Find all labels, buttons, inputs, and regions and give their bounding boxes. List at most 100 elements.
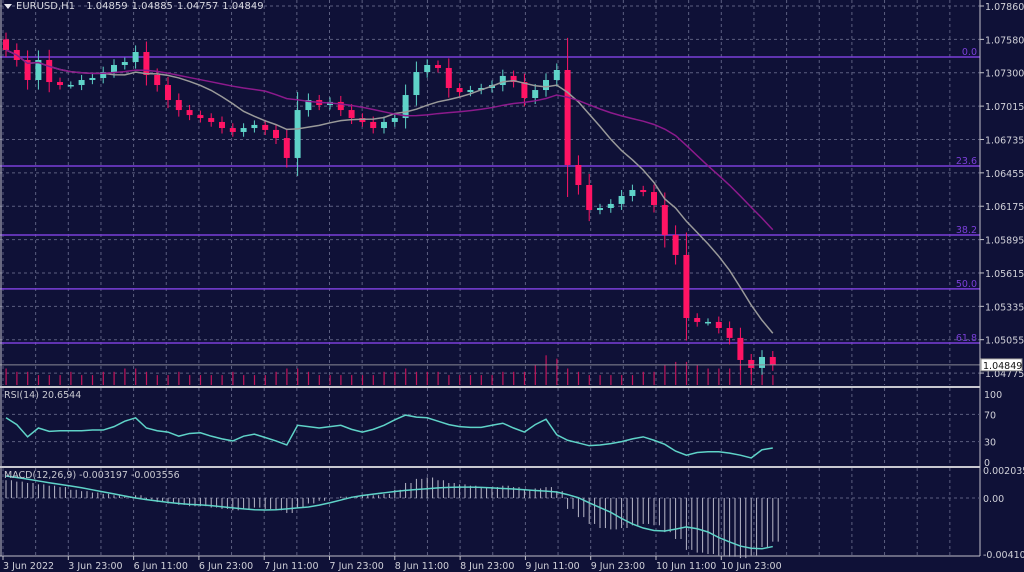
fib-level-label: 0.0 xyxy=(962,47,977,58)
volume-bar xyxy=(102,371,104,385)
candle-bearish xyxy=(683,254,690,319)
candle-bearish xyxy=(3,39,9,50)
volume-bar xyxy=(567,368,569,385)
volume-bar xyxy=(513,371,515,385)
rsi-axis-label: 100 xyxy=(984,390,1002,401)
volume-bar xyxy=(761,371,763,385)
ohlc-high: 1.04885 xyxy=(131,1,173,12)
candle-bearish xyxy=(726,328,733,338)
candle-bearish xyxy=(769,356,776,365)
candle-bearish xyxy=(219,121,225,129)
candle-bullish xyxy=(132,52,139,63)
candle-bearish xyxy=(370,121,377,129)
volume-bar xyxy=(145,371,148,385)
chart-header: EURUSD,H1 1.04859 1.04885 1.04757 1.0484… xyxy=(4,1,264,12)
price-axis-label: 1.05055 xyxy=(985,336,1024,347)
candle-bearish xyxy=(510,75,517,83)
candle-bearish xyxy=(197,115,204,119)
candle-bearish xyxy=(456,87,463,93)
volume-bar xyxy=(48,375,50,385)
candle-bearish xyxy=(186,110,193,116)
fib-level-label: 50.0 xyxy=(956,279,977,290)
fib-level-label: 61.8 xyxy=(956,333,977,344)
volume-bar xyxy=(318,375,320,385)
volume-bar xyxy=(437,371,439,385)
volume-bar xyxy=(642,371,644,385)
volume-bar xyxy=(653,371,655,385)
volume-bar xyxy=(37,375,40,385)
volume-bar xyxy=(275,371,277,385)
volume-bar xyxy=(167,375,169,385)
candle-bullish xyxy=(597,208,603,211)
candle-bullish xyxy=(424,64,431,73)
time-axis-label: 8 Jun 11:00 xyxy=(395,561,449,572)
time-axis-label: 9 Jun 23:00 xyxy=(591,561,645,572)
volume-bar xyxy=(394,371,396,385)
candle-bullish xyxy=(381,121,387,129)
panel-separator xyxy=(0,386,980,388)
candle-bullish xyxy=(759,356,765,368)
rsi-line xyxy=(5,414,773,459)
candle-bullish xyxy=(618,195,625,204)
volume-bar xyxy=(27,371,29,385)
candle-bullish xyxy=(532,90,539,99)
candle-bearish xyxy=(273,129,279,139)
volume-bar xyxy=(113,371,115,385)
candle-bullish xyxy=(251,124,258,129)
candle-bullish xyxy=(629,190,636,196)
volume-bar xyxy=(210,375,212,385)
triangle-down-icon[interactable] xyxy=(4,4,12,9)
volume-bar xyxy=(577,371,580,385)
fib-level-label: 23.6 xyxy=(956,156,977,167)
current-price-box xyxy=(980,358,1023,372)
candle-bullish xyxy=(607,203,614,209)
price-axis-label: 1.06735 xyxy=(985,135,1024,146)
time-axis-label: 8 Jun 23:00 xyxy=(460,561,514,572)
candle-bearish xyxy=(435,64,441,68)
rsi-axis-label: 30 xyxy=(984,438,996,449)
time-axis-label: 10 Jun 11:00 xyxy=(656,561,716,572)
volume-bar xyxy=(286,368,288,385)
candle-bearish xyxy=(715,321,722,329)
macd-axis-label: -0.004101 xyxy=(983,550,1024,561)
volume-bar xyxy=(469,375,472,385)
candle-bearish xyxy=(672,234,679,255)
volume-bar xyxy=(718,368,720,385)
price-axis-label: 1.07015 xyxy=(985,102,1024,113)
volume-bar xyxy=(221,375,223,385)
price-axis-label: 1.05895 xyxy=(985,236,1024,247)
volume-bar xyxy=(772,375,774,385)
candle-bearish xyxy=(661,205,668,235)
moving-average-line xyxy=(5,49,774,231)
volume-bar xyxy=(707,368,709,385)
price-axis-label: 1.07580 xyxy=(985,35,1024,46)
time-axis-label: 6 Jun 23:00 xyxy=(199,561,253,572)
candle-bullish xyxy=(35,59,42,81)
volume-bar xyxy=(189,375,191,385)
volume-bar xyxy=(135,368,137,385)
candle-bullish xyxy=(391,118,398,122)
candle-bearish xyxy=(564,69,571,165)
volume-bar xyxy=(5,368,7,385)
price-axis-label: 1.05335 xyxy=(985,302,1024,313)
rsi-axis-label: 70 xyxy=(984,410,996,421)
volume-bar xyxy=(178,371,180,385)
volume-bar xyxy=(459,375,461,385)
candle-bearish xyxy=(46,59,53,83)
symbol-label: EURUSD,H1 xyxy=(16,1,76,12)
volume-bar xyxy=(351,375,353,385)
candle-bearish xyxy=(154,75,161,86)
volume-bar xyxy=(523,371,526,385)
candle-bearish xyxy=(575,164,582,186)
candle-bearish xyxy=(24,59,31,81)
volume-bar xyxy=(556,358,558,385)
candle-bullish xyxy=(121,62,128,65)
volume-bar xyxy=(610,375,612,385)
volume-bar xyxy=(739,365,742,385)
time-axis-label: 3 Jun 2022 xyxy=(3,561,54,572)
time-axis-label: 10 Jun 23:00 xyxy=(721,561,781,572)
macd-label: MACD(12,26,9) -0.003197 -0.003556 xyxy=(4,470,180,481)
candle-bearish xyxy=(283,138,290,158)
price-axis-label: 1.06175 xyxy=(985,202,1024,213)
